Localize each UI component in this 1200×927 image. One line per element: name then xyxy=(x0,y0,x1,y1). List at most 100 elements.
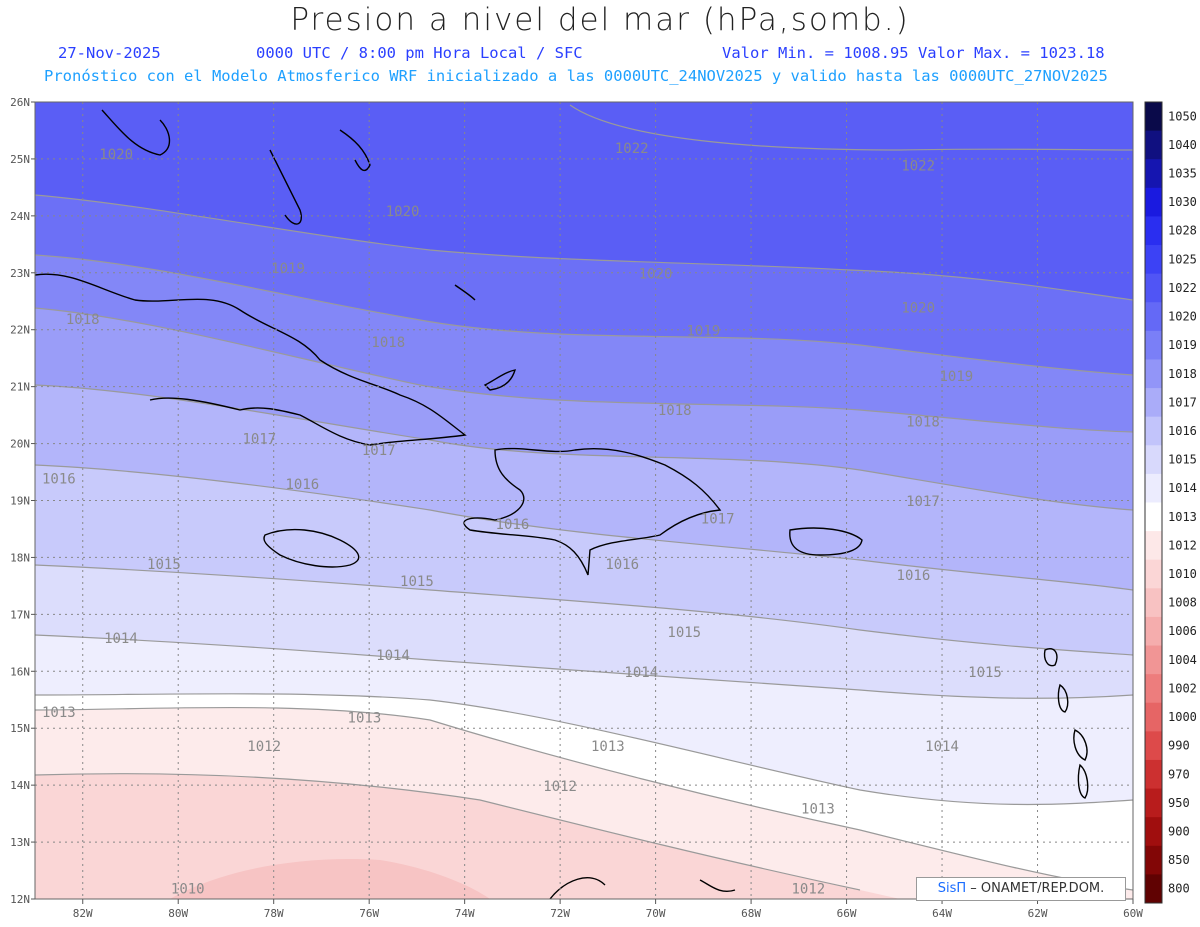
colorbar-label: 970 xyxy=(1168,767,1190,781)
colorbar-swatch xyxy=(1145,273,1162,303)
lat-tick-label: 12N xyxy=(10,893,30,906)
contour-label: 1012 xyxy=(247,739,281,755)
colorbar-swatch xyxy=(1145,416,1162,446)
colorbar-swatch xyxy=(1145,702,1162,732)
contour-label: 1016 xyxy=(897,568,931,584)
credit-box: SisΠ – ONAMET/REP.DOM. xyxy=(916,877,1126,901)
contour-label: 1014 xyxy=(925,739,959,755)
lat-tick-label: 25N xyxy=(10,153,30,166)
model-info: Pronóstico con el Modelo Atmosferico WRF… xyxy=(44,67,1108,85)
contour-label: 1019 xyxy=(271,261,305,277)
colorbar-label: 1050 xyxy=(1168,109,1197,123)
colorbar-swatch xyxy=(1145,102,1162,132)
colorbar-swatch xyxy=(1145,216,1162,246)
colorbar-label: 1030 xyxy=(1168,195,1197,209)
contour-label: 1013 xyxy=(42,705,76,721)
colorbar-label: 1016 xyxy=(1168,424,1197,438)
contour-label: 1018 xyxy=(658,403,692,419)
colorbar-frame xyxy=(1144,101,1163,904)
contour-label: 1014 xyxy=(104,631,138,647)
colorbar-swatch xyxy=(1145,473,1162,503)
contour-label: 1017 xyxy=(362,443,396,459)
lon-tick-label: 70W xyxy=(646,907,666,920)
lon-tick-label: 78W xyxy=(264,907,284,920)
colorbar-label: 1040 xyxy=(1168,138,1197,152)
lat-tick-label: 23N xyxy=(10,267,30,280)
colorbar-label: 900 xyxy=(1168,824,1190,838)
lon-tick-label: 72W xyxy=(550,907,570,920)
colorbar-swatch xyxy=(1145,388,1162,418)
colorbar-swatch xyxy=(1145,159,1162,189)
lat-tick-label: 18N xyxy=(10,551,30,564)
lon-tick-label: 80W xyxy=(168,907,188,920)
colorbar-label: 850 xyxy=(1168,853,1190,867)
colorbar-label: 1004 xyxy=(1168,653,1197,667)
colorbar-label: 1035 xyxy=(1168,167,1197,181)
contour-labels: 1022 1022 1020 1020 1020 1020 1019 1019 1019 1018… xyxy=(42,141,1002,897)
lat-tick-label: 14N xyxy=(10,779,30,792)
lat-tick-label: 16N xyxy=(10,665,30,678)
colorbar-label: 1008 xyxy=(1168,596,1197,610)
map-title: Presion a nivel del mar (hPa,somb.) xyxy=(290,2,910,38)
lon-tick-label: 64W xyxy=(932,907,952,920)
colorbar-label: 990 xyxy=(1168,739,1190,753)
colorbar-swatch xyxy=(1145,130,1162,160)
colorbar-swatch xyxy=(1145,845,1162,875)
contour-label: 1015 xyxy=(400,574,434,590)
colorbar-label: 1019 xyxy=(1168,338,1197,352)
colorbar-label: 1006 xyxy=(1168,624,1197,638)
forecast-time: 0000 UTC / 8:00 pm Hora Local / SFC xyxy=(256,44,583,62)
colorbar-swatch xyxy=(1145,588,1162,618)
contour-label: 1017 xyxy=(243,432,277,448)
lon-tick-label: 66W xyxy=(837,907,857,920)
contour-label: 1018 xyxy=(906,414,940,430)
lon-tick-label: 60W xyxy=(1123,907,1143,920)
contour-label: 1017 xyxy=(701,511,735,527)
colorbar-label: 1000 xyxy=(1168,710,1197,724)
lat-lon-grid xyxy=(35,101,1134,900)
colorbar-swatch xyxy=(1145,302,1162,332)
contour-label: 1015 xyxy=(968,665,1002,681)
lon-tick-label: 82W xyxy=(73,907,93,920)
colorbar-swatch xyxy=(1145,187,1162,217)
colorbar-swatch xyxy=(1145,531,1162,561)
lat-tick-label: 21N xyxy=(10,381,30,394)
lat-tick-label: 19N xyxy=(10,495,30,508)
colorbar-swatch xyxy=(1145,559,1162,589)
lon-tick-label: 76W xyxy=(359,907,379,920)
colorbar-label: 1012 xyxy=(1168,538,1197,552)
colorbar-label: 1022 xyxy=(1168,281,1197,295)
colorbar-swatch xyxy=(1145,616,1162,647)
colorbar-label: 1014 xyxy=(1168,481,1197,495)
contour-label: 1017 xyxy=(906,494,940,510)
contour-label: 1018 xyxy=(66,312,100,328)
value-min-max: Valor Min. = 1008.95 Valor Max. = 1023.1… xyxy=(722,44,1105,62)
colorbar-swatch xyxy=(1145,731,1162,761)
contour-label: 1014 xyxy=(624,665,658,681)
contour-label: 1020 xyxy=(639,266,673,282)
contour-label: 1015 xyxy=(667,625,701,641)
colorbar-swatch xyxy=(1145,502,1162,532)
colorbar-swatch xyxy=(1145,788,1162,818)
colorbar-label: 950 xyxy=(1168,796,1190,810)
contour-label: 1020 xyxy=(901,301,935,317)
colorbar-label: 1002 xyxy=(1168,681,1197,695)
contour-label: 1016 xyxy=(605,557,639,573)
colorbar-label: 1013 xyxy=(1168,510,1197,524)
lon-tick-label: 74W xyxy=(455,907,475,920)
contour-label: 1015 xyxy=(147,557,181,573)
credit-text: – ONAMET/REP.DOM. xyxy=(966,881,1105,896)
lon-tick-label: 68W xyxy=(741,907,761,920)
contour-label: 1012 xyxy=(792,881,826,897)
contour-label: 1012 xyxy=(543,779,577,795)
contour-label: 1013 xyxy=(348,711,382,727)
forecast-date: 27-Nov-2025 xyxy=(58,44,161,62)
colorbar-label: 1018 xyxy=(1168,367,1197,381)
credit-sis: SisΠ xyxy=(937,881,967,896)
lat-tick-label: 17N xyxy=(10,608,30,621)
colorbar-swatch xyxy=(1145,359,1162,389)
contour-label: 1019 xyxy=(940,369,974,385)
colorbar-label: 1015 xyxy=(1168,453,1197,467)
contour-label: 1014 xyxy=(376,648,410,664)
contour-label: 1016 xyxy=(42,471,76,487)
